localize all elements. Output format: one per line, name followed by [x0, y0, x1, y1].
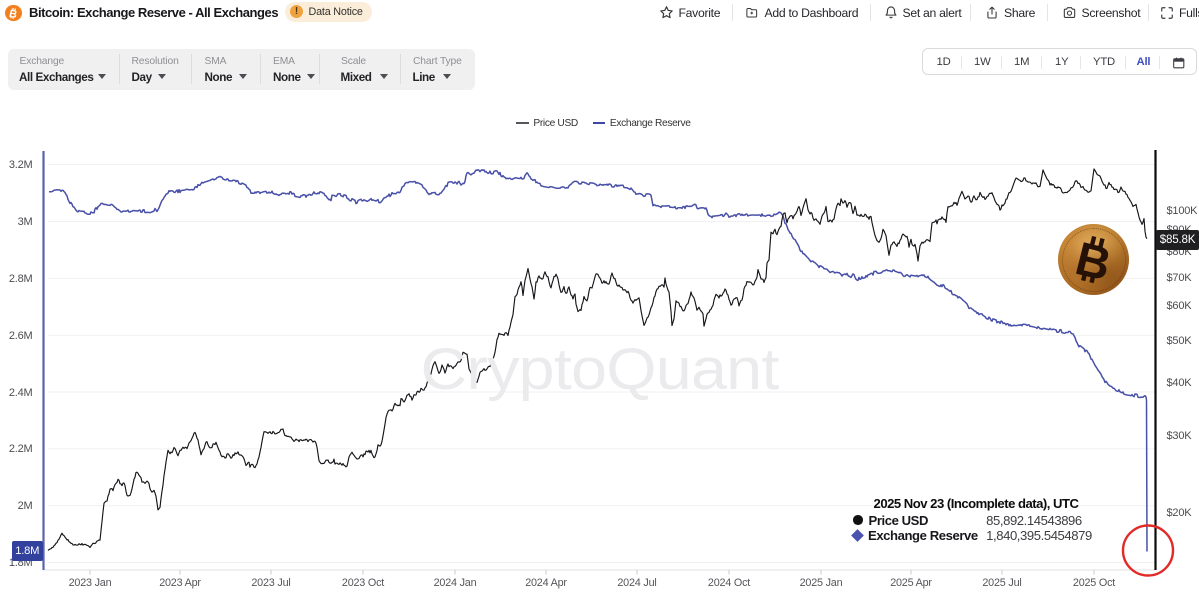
svg-text:B: B: [1071, 231, 1117, 291]
svg-text:B: B: [8, 7, 18, 20]
